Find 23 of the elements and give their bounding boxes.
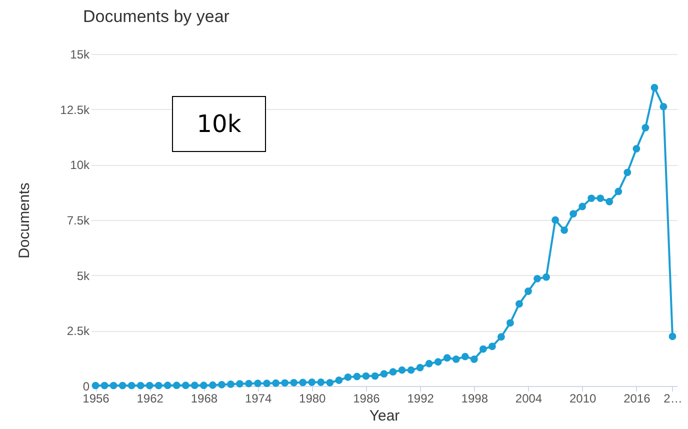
y-tick-label: 7.5k [66, 214, 90, 228]
y-tick-label: 5k [76, 268, 90, 283]
chart-title: Documents by year [83, 7, 230, 26]
x-tick-label: 2016 [624, 392, 651, 406]
y-tick-label: 2.5k [66, 324, 90, 338]
y-tick-label: 15k [70, 48, 90, 62]
x-tick-label: 1992 [407, 392, 434, 406]
x-tick-label: 1956 [82, 392, 110, 406]
x-axis-title: Year [369, 408, 400, 424]
x-tick-label: 1986 [353, 392, 380, 406]
x-tick-label: 1998 [461, 392, 488, 406]
annotation: 10k [172, 96, 266, 152]
y-tick-label: 0 [82, 380, 90, 394]
x-tick-label: 2004 [515, 392, 542, 406]
x-tick-label: 1962 [136, 392, 164, 406]
x-tick-label: 1974 [244, 392, 272, 406]
x-tick-label: 1968 [190, 392, 218, 406]
y-axis-title: Documents [16, 182, 34, 258]
x-tick-label: 2010 [569, 392, 597, 406]
y-tick-label: 10k [70, 158, 90, 172]
x-tick-label: 1980 [299, 392, 326, 406]
y-tick-label: 12.5k [60, 102, 90, 117]
x-tick-label: 2… [664, 392, 682, 406]
